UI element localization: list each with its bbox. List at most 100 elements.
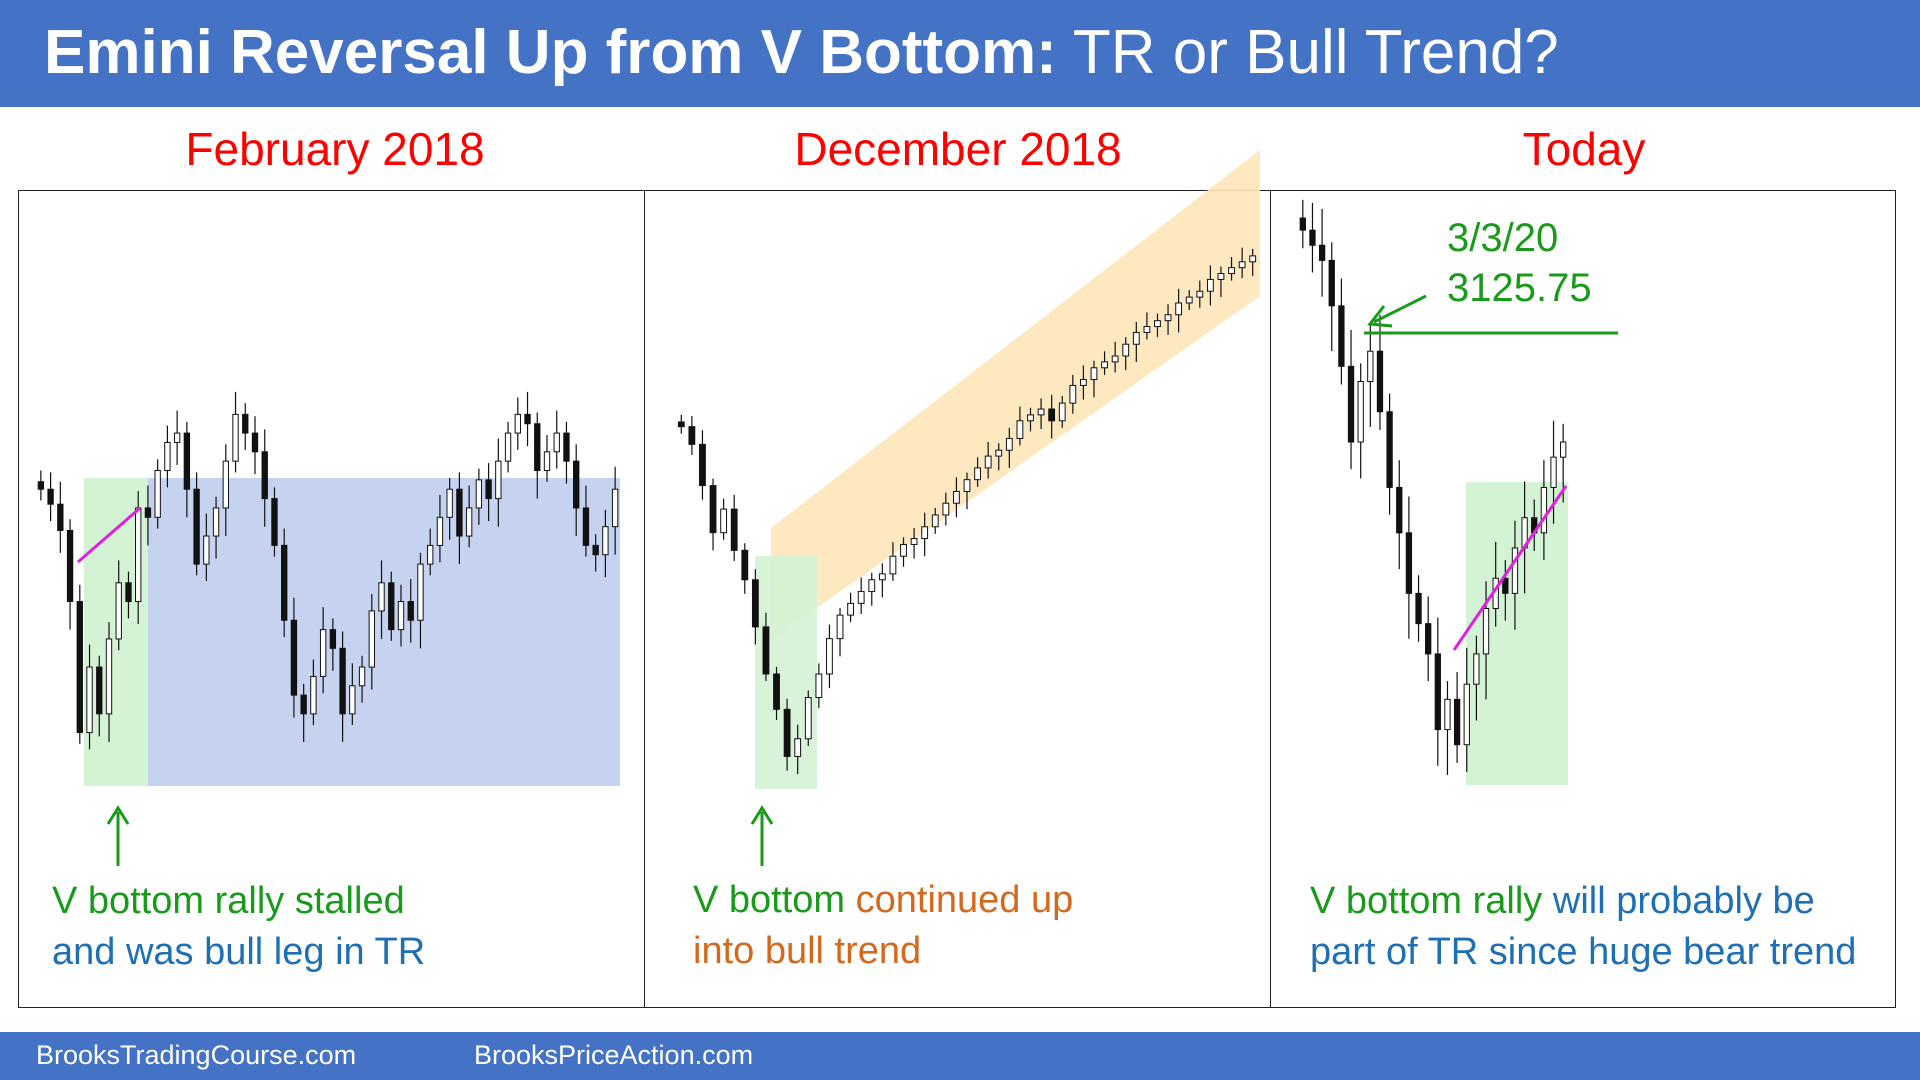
bull-candle: [921, 526, 929, 540]
bull-candle: [1090, 367, 1098, 381]
bull-candle: [368, 610, 375, 668]
bear-candle: [1338, 305, 1345, 367]
bull-candle: [349, 685, 356, 715]
candles-december: [677, 247, 1257, 775]
page-title-regular: TR or Bull Trend?: [1056, 18, 1559, 87]
bear-candle: [1396, 486, 1403, 534]
bull-candle: [1175, 302, 1183, 316]
bear-candle: [271, 498, 278, 546]
bull-candle: [1037, 408, 1045, 416]
bear-candle: [677, 421, 685, 428]
bear-candle: [1502, 577, 1509, 594]
page-title: Emini Reversal Up from V Bottom: TR or B…: [44, 18, 1559, 88]
bear-candle: [1453, 698, 1461, 746]
bull-candle: [212, 507, 220, 537]
bull-candle: [857, 591, 865, 604]
bull-candle: [1154, 320, 1161, 328]
bear-candle: [1318, 244, 1326, 261]
bear-candle: [730, 508, 738, 551]
bear-candle: [688, 426, 696, 445]
bull-candle: [878, 573, 886, 581]
bear-candle: [699, 443, 706, 487]
bull-candle: [984, 455, 992, 469]
bull-candle: [611, 488, 619, 528]
bull-candle: [553, 432, 560, 453]
bear-candle: [741, 549, 749, 581]
bull-candle: [1101, 361, 1108, 369]
bull-candle: [963, 479, 971, 492]
annotation-arrow-shaft: [1373, 294, 1427, 324]
bear-candle: [329, 629, 337, 649]
bull-candle: [953, 490, 960, 504]
bear-candle: [1309, 229, 1316, 246]
bull-candle: [1238, 261, 1246, 269]
bull-candle: [203, 535, 210, 565]
caption-today-line2: part of TR since huge bear trend: [1310, 931, 1857, 973]
bear-candle: [1415, 592, 1422, 625]
bull-candle: [446, 488, 453, 518]
bear-candle: [193, 488, 200, 565]
panel-divider-1: [644, 190, 645, 1008]
bull-candle: [995, 449, 1003, 457]
bull-candle: [1560, 441, 1567, 458]
bear-candle: [1048, 408, 1056, 422]
bull-candle: [514, 413, 521, 434]
bull-candle: [1143, 326, 1151, 333]
bull-candle: [1217, 273, 1225, 280]
caption-today-blue: will probably be: [1542, 880, 1815, 922]
bull-candle: [1482, 608, 1490, 655]
bull-candle: [815, 673, 823, 699]
bull-candle: [1185, 296, 1193, 304]
bull-candle: [1132, 331, 1140, 345]
bull-candle: [1367, 350, 1374, 382]
trend-line-feb: [77, 506, 141, 564]
bear-candle: [592, 544, 599, 556]
footer-link-price-action[interactable]: BrooksPriceAction.com: [474, 1040, 754, 1070]
bear-candle: [388, 582, 395, 631]
caption-dec-orange: continued up: [845, 879, 1074, 921]
bear-candle: [1376, 350, 1384, 413]
footer-bar: BrooksTradingCourse.com BrooksPriceActio…: [0, 1032, 1920, 1080]
bear-candle: [339, 647, 346, 715]
bear-candle: [582, 507, 590, 546]
bull-candle: [1540, 486, 1548, 534]
bull-candle: [1228, 267, 1235, 275]
trading-range-box: [148, 478, 620, 786]
bear-candle: [125, 582, 132, 603]
candles-today: [1299, 199, 1567, 775]
bull-candle: [1111, 355, 1119, 363]
bull-candle: [931, 514, 939, 528]
header-bar: Emini Reversal Up from V Bottom: TR or B…: [0, 0, 1920, 107]
bull-candle: [232, 413, 239, 462]
bear-candle: [144, 507, 152, 518]
annotation-date: 3/3/20: [1447, 216, 1559, 260]
bull-candle: [1473, 653, 1480, 685]
bull-candle: [1206, 278, 1214, 292]
caption-feb-line2: and was bull leg in TR: [52, 931, 426, 973]
bull-candle: [173, 432, 181, 443]
bull-candle: [847, 602, 855, 616]
bull-candle: [1016, 420, 1024, 439]
bear-candle: [407, 601, 414, 621]
bull-candle: [1444, 698, 1451, 731]
bull-candle: [543, 451, 551, 472]
bull-candle: [1550, 456, 1557, 488]
footer-link-trading-course[interactable]: BrooksTradingCourse.com: [36, 1040, 357, 1070]
bear-candle: [773, 673, 780, 710]
bull-candle: [1069, 384, 1077, 404]
bull-candle: [942, 502, 950, 516]
bull-candle: [1463, 683, 1470, 746]
bull-candle: [115, 582, 122, 640]
bull-candle: [135, 507, 142, 603]
v-bottom-box-today: [1466, 482, 1568, 785]
bear-candle: [57, 503, 64, 531]
bull-candle: [222, 460, 229, 509]
panel-title-february: February 2018: [185, 123, 485, 175]
bull-candle: [164, 441, 171, 472]
bear-candle: [96, 666, 103, 715]
bear-candle: [485, 479, 492, 500]
bull-candle: [1357, 380, 1364, 443]
bear-candle: [1425, 623, 1432, 655]
bear-candle: [281, 544, 288, 621]
